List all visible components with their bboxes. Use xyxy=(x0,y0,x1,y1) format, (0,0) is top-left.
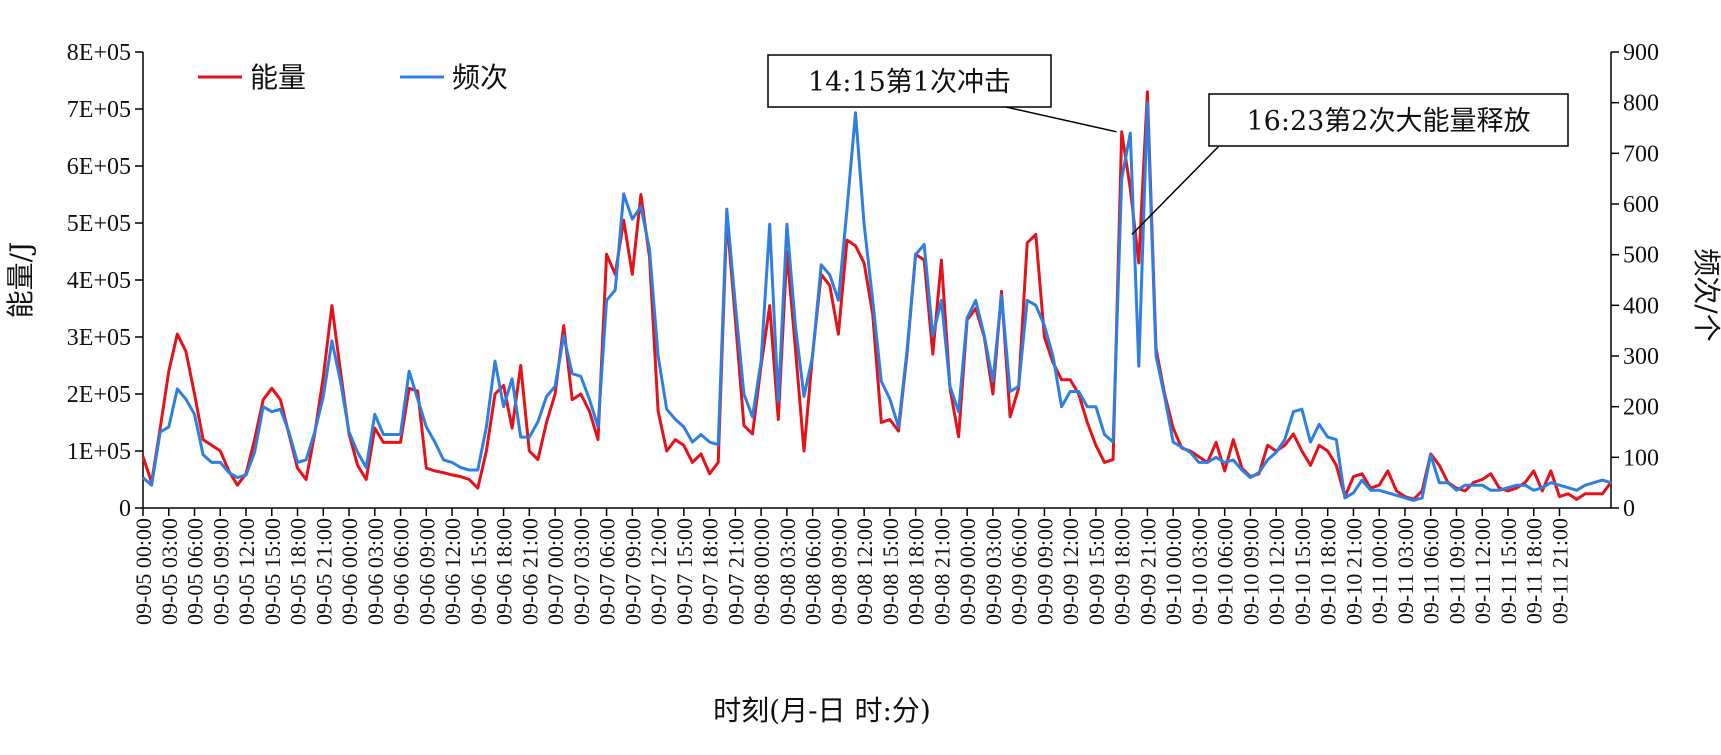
y-tick-label-left: 7E+05 xyxy=(67,97,131,123)
annotation-text: 16:23第2次大能量释放 xyxy=(1247,106,1531,137)
x-tick-label: 09-11 15:00 xyxy=(1496,518,1521,624)
x-tick-label: 09-10 00:00 xyxy=(1161,518,1186,625)
x-tick-label: 09-09 18:00 xyxy=(1110,518,1135,625)
x-tick-label: 09-11 21:00 xyxy=(1547,518,1572,624)
annotation-leader xyxy=(1131,145,1220,235)
series-line-energy xyxy=(141,90,1613,501)
x-tick-label: 09-05 21:00 xyxy=(311,518,336,625)
x-tick-label: 09-06 15:00 xyxy=(466,518,491,625)
y-tick-label-left: 2E+05 xyxy=(67,382,131,408)
x-tick-label: 09-08 15:00 xyxy=(878,518,903,625)
annotation-box xyxy=(1208,93,1569,147)
legend-label-energy: 能量 xyxy=(250,61,306,94)
x-tick-label: 09-05 06:00 xyxy=(183,518,208,625)
right-axis: 0 100 200 300 400 500 600 700 800 900 xyxy=(1610,40,1659,522)
x-tick-label: 09-07 12:00 xyxy=(646,518,671,625)
x-tick-label: 09-06 00:00 xyxy=(337,518,362,625)
x-tick-label: 09-09 06:00 xyxy=(1007,518,1032,625)
x-tick-label: 09-10 21:00 xyxy=(1341,518,1366,625)
legend-label-frequency: 频次 xyxy=(452,61,508,94)
x-tick-label: 09-08 21:00 xyxy=(929,518,954,625)
x-tick-label: 09-09 00:00 xyxy=(955,518,980,625)
x-tick-label: 09-07 15:00 xyxy=(672,518,697,625)
x-tick-label: 09-07 21:00 xyxy=(723,518,748,625)
x-tick-label: 09-11 03:00 xyxy=(1393,518,1418,624)
y-tick-label-left: 5E+05 xyxy=(67,211,131,237)
y-tick-label-right: 300 xyxy=(1623,344,1659,370)
y-tick-label-right: 400 xyxy=(1623,293,1659,319)
x-tick-label: 09-11 00:00 xyxy=(1367,518,1392,624)
x-tick-label: 09-09 15:00 xyxy=(1084,518,1109,625)
x-tick-label: 09-11 09:00 xyxy=(1444,518,1469,624)
x-tick-label: 09-06 06:00 xyxy=(389,518,414,625)
y-tick-label-left: 6E+05 xyxy=(67,154,131,180)
x-tick-label: 09-06 09:00 xyxy=(414,518,439,625)
y-tick-label-right: 800 xyxy=(1623,91,1659,117)
x-tick-label: 09-05 00:00 xyxy=(131,518,156,625)
y-tick-label-right: 200 xyxy=(1623,395,1659,421)
legend: 能量 频次 xyxy=(198,61,508,94)
x-tick-label: 09-08 03:00 xyxy=(775,518,800,625)
annotation-box xyxy=(767,54,1052,108)
x-tick-label: 09-09 09:00 xyxy=(1032,518,1057,625)
x-tick-label: 09-07 09:00 xyxy=(620,518,645,625)
x-tick-label: 09-07 06:00 xyxy=(595,518,620,625)
x-tick-label: 09-05 12:00 xyxy=(234,518,259,625)
x-tick-label: 09-10 09:00 xyxy=(1238,518,1263,625)
y-tick-label-right: 600 xyxy=(1623,192,1659,218)
x-tick-label: 09-10 18:00 xyxy=(1316,518,1341,625)
y-tick-label-left: 4E+05 xyxy=(67,268,131,294)
x-axis-title: 时刻(月-日 时:分) xyxy=(713,694,931,727)
x-tick-label: 09-08 06:00 xyxy=(801,518,826,625)
y-axis-left-title: 能量/J xyxy=(4,242,37,319)
x-tick-label: 09-08 12:00 xyxy=(852,518,877,625)
x-tick-label: 09-09 21:00 xyxy=(1135,518,1160,625)
x-tick-label: 09-07 03:00 xyxy=(569,518,594,625)
y-tick-label-right: 100 xyxy=(1623,445,1659,471)
y-tick-label-right: 500 xyxy=(1623,243,1659,269)
x-tick-label: 09-09 03:00 xyxy=(981,518,1006,625)
x-tick-label: 09-07 00:00 xyxy=(543,518,568,625)
y-tick-label-right: 700 xyxy=(1623,141,1659,167)
x-tick-label: 09-11 12:00 xyxy=(1470,518,1495,624)
y-tick-label-right: 900 xyxy=(1623,40,1659,66)
x-tick-label: 09-10 15:00 xyxy=(1290,518,1315,625)
x-tick-label: 09-05 09:00 xyxy=(208,518,233,625)
x-tick-label: 09-08 09:00 xyxy=(826,518,851,625)
y-tick-label-left: 3E+05 xyxy=(67,325,131,351)
y-axis-right-title: 频次/个 xyxy=(1690,248,1721,341)
x-tick-label: 09-11 18:00 xyxy=(1522,518,1547,624)
annotation-layer: 14:15第1次冲击 16:23第2次大能量释放 xyxy=(767,54,1569,235)
x-tick-label: 09-08 18:00 xyxy=(904,518,929,625)
x-tick-label: 09-06 12:00 xyxy=(440,518,465,625)
x-axis: 09-05 00:00 09-05 03:00 09-05 06:00 09-05 0… xyxy=(131,507,1611,625)
x-tick-label: 09-10 03:00 xyxy=(1187,518,1212,625)
annotation-callout: 14:15第1次冲击 xyxy=(767,54,1117,133)
x-tick-label: 09-06 18:00 xyxy=(492,518,517,625)
annotation-callout: 16:23第2次大能量释放 xyxy=(1131,93,1569,235)
x-tick-label: 09-07 18:00 xyxy=(698,518,723,625)
annotation-leader xyxy=(1005,106,1117,133)
x-tick-label: 09-05 18:00 xyxy=(286,518,311,625)
x-tick-label: 09-06 03:00 xyxy=(363,518,388,625)
annotation-text: 14:15第1次冲击 xyxy=(808,67,1011,98)
x-tick-label: 09-06 21:00 xyxy=(517,518,542,625)
x-tick-label: 09-08 00:00 xyxy=(749,518,774,625)
x-tick-label: 09-10 12:00 xyxy=(1264,518,1289,625)
x-tick-label: 09-09 12:00 xyxy=(1058,518,1083,625)
y-tick-label-right: 0 xyxy=(1623,496,1635,522)
series-line-frequency xyxy=(142,101,1612,502)
y-tick-label-left: 0 xyxy=(119,496,131,522)
x-tick-label: 09-05 15:00 xyxy=(260,518,285,625)
y-tick-label-left: 1E+05 xyxy=(67,439,131,465)
left-axis: 0 1E+05 2E+05 3E+05 4E+05 5E+05 6E+05 7E+05 8E+0… xyxy=(67,40,144,522)
y-tick-label-left: 8E+05 xyxy=(67,40,131,66)
series-layer xyxy=(141,90,1613,502)
x-tick-label: 09-10 06:00 xyxy=(1213,518,1238,625)
x-tick-label: 09-11 06:00 xyxy=(1419,518,1444,624)
x-tick-label: 09-05 03:00 xyxy=(157,518,182,625)
